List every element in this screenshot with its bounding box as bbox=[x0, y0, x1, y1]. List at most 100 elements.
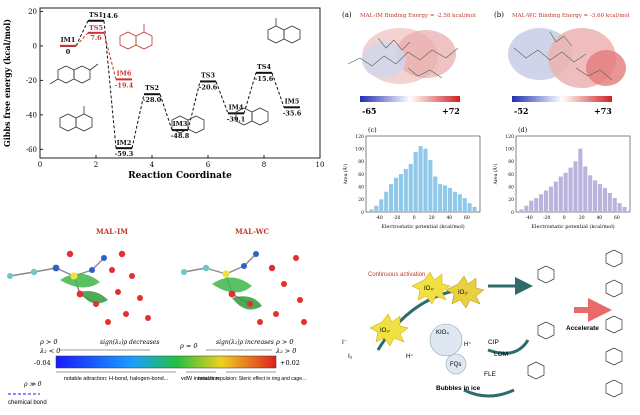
igm-panel: MAL-IM MAL-WC bbox=[7, 227, 307, 406]
histogram-xlabel: Electrostatic potential (kcal/mol) bbox=[531, 223, 615, 230]
igm-top-mid: ρ ≈ 0 bbox=[179, 342, 198, 350]
igm-top-left2: λ₂ < 0 bbox=[39, 347, 60, 355]
histogram-y-tick: 20 bbox=[358, 197, 364, 203]
histogram-bar bbox=[612, 198, 617, 212]
histogram-y-tick: 0 bbox=[361, 210, 364, 216]
histogram-bar bbox=[384, 191, 389, 212]
molecule-sketch-im2 bbox=[59, 106, 93, 132]
state-energy-label: -20.6 bbox=[199, 83, 218, 91]
esp-map-b: (b) MAL-WC Binding Energy = -3.60 kcal/m… bbox=[490, 8, 635, 120]
histogram-bar bbox=[578, 148, 583, 212]
histogram-bar bbox=[524, 205, 529, 212]
histogram-xlabel: Electrostatic potential (kcal/mol) bbox=[381, 223, 465, 230]
igm-desc-vdw: vdW interaction bbox=[181, 376, 219, 382]
histogram-y-tick: 100 bbox=[505, 146, 514, 152]
kio4-label: KIO₄ bbox=[436, 330, 449, 336]
energy-connector bbox=[271, 72, 285, 108]
histogram-bar bbox=[607, 193, 612, 212]
esp-a-min: -65 bbox=[362, 106, 376, 116]
histogram-bar bbox=[534, 198, 539, 212]
histogram-y-tick: 80 bbox=[358, 159, 364, 165]
histogram-x-tick: 20 bbox=[429, 215, 435, 221]
io3-starburst-top bbox=[445, 275, 485, 309]
energy-connector bbox=[103, 32, 117, 80]
histogram-frame bbox=[515, 135, 631, 213]
y-tick-label: -60 bbox=[26, 146, 37, 154]
x-tick-label: 6 bbox=[206, 161, 211, 169]
mechanism-panel: IO₄· IO₃· IO₃· Continuous activation KIO… bbox=[342, 249, 623, 398]
state-energy-label: -15.6 bbox=[255, 75, 274, 83]
state-name-label: IM1 bbox=[61, 36, 76, 44]
energy-connector bbox=[159, 94, 173, 131]
molecule-sketch-im1 bbox=[49, 63, 99, 85]
hplus2-label: H⁺ bbox=[406, 353, 414, 360]
state-name-label: TS5 bbox=[89, 24, 104, 32]
histogram-bar bbox=[418, 146, 423, 212]
histogram-bar bbox=[462, 198, 467, 212]
io3b-label: IO₃· bbox=[380, 328, 391, 334]
histogram-x-tick: -20 bbox=[393, 215, 400, 221]
esp-b-min: -52 bbox=[514, 106, 528, 116]
x-tick-label: 8 bbox=[262, 161, 266, 169]
cip-label: CIP bbox=[488, 339, 499, 346]
igm-left-title: MAL-IM bbox=[96, 227, 128, 236]
histogram-bar bbox=[622, 206, 627, 212]
histogram-bar bbox=[568, 167, 573, 212]
igm-bond-top: ρ ≫ 0 bbox=[23, 381, 42, 388]
y-tick-label: 20 bbox=[28, 8, 37, 16]
y-tick-label: -40 bbox=[26, 111, 37, 119]
igm-desc-repulsion: notable repulsion: Steric effect in ring… bbox=[198, 376, 306, 382]
io4-starburst bbox=[411, 271, 451, 305]
igm-top-right: ρ > 0 bbox=[275, 338, 294, 346]
histogram-bar bbox=[408, 163, 413, 212]
histogram-y-tick: 60 bbox=[358, 172, 364, 178]
histogram-bar bbox=[389, 184, 394, 212]
energy-connector bbox=[187, 81, 201, 131]
state-energy-label: 7.6 bbox=[90, 34, 102, 42]
state-name-label: TS1 bbox=[89, 11, 103, 19]
histogram-bar bbox=[413, 151, 418, 212]
histogram-bar bbox=[539, 194, 544, 212]
histogram-bar bbox=[597, 184, 603, 212]
histogram-d: (d) Area (Å²) Electrostatic potential (kca… bbox=[491, 126, 631, 230]
energy-connector bbox=[103, 20, 117, 149]
igm-top-right2: λ₂ > 0 bbox=[275, 347, 296, 355]
x-tick-label: 0 bbox=[38, 161, 42, 169]
state-energy-label: -35.6 bbox=[283, 109, 302, 117]
histogram-bar bbox=[403, 168, 408, 212]
histogram-bar bbox=[593, 180, 598, 212]
histogram-y-tick: 100 bbox=[355, 146, 364, 152]
x-tick-label: 4 bbox=[150, 161, 155, 169]
histogram-y-tick: 40 bbox=[358, 184, 364, 190]
histogram-y-tick: 120 bbox=[505, 134, 514, 140]
histogram-bar bbox=[543, 190, 549, 212]
state-name-label: IM6 bbox=[117, 69, 132, 77]
energy-connector bbox=[131, 94, 145, 149]
molecule-sketch-im4 bbox=[235, 107, 269, 126]
histogram-ylabel: Area (Å²) bbox=[491, 163, 499, 185]
y-tick-label: -20 bbox=[26, 77, 37, 85]
histogram-x-tick: 60 bbox=[464, 215, 470, 221]
energy-connector bbox=[75, 32, 89, 47]
energy-connector bbox=[243, 72, 257, 114]
histogram-bar bbox=[472, 206, 477, 212]
continuous-activation: Continuous activation bbox=[368, 272, 425, 278]
state-energy-label: -48.8 bbox=[171, 132, 190, 140]
histogram-x-tick: 0 bbox=[563, 215, 566, 221]
histogram-x-tick: 20 bbox=[579, 215, 585, 221]
histogram-bar bbox=[398, 174, 403, 212]
igm-molecule-left bbox=[7, 250, 151, 325]
histogram-y-tick: 60 bbox=[508, 172, 514, 178]
histogram-bar bbox=[447, 187, 453, 212]
i2-label: I₂ bbox=[348, 353, 353, 360]
esp-b-title: MAL-WC Binding Energy = -3.60 kcal/mol bbox=[512, 13, 630, 19]
igm-bond-label: chemical bond bbox=[8, 400, 47, 406]
igm-desc-attraction: notable attraction: H-bond, halogen-bond… bbox=[64, 376, 169, 382]
igm-molecule-right bbox=[181, 251, 307, 325]
histogram-x-tick: -20 bbox=[543, 215, 550, 221]
state-name-label: IM5 bbox=[285, 97, 300, 105]
histogram-ylabel: Area (Å²) bbox=[341, 163, 349, 185]
igm-top-mid-left: sign(λ₂)ρ decreases bbox=[100, 339, 159, 346]
histogram-x-tick: 40 bbox=[596, 215, 602, 221]
state-name-label: TS4 bbox=[257, 63, 272, 71]
